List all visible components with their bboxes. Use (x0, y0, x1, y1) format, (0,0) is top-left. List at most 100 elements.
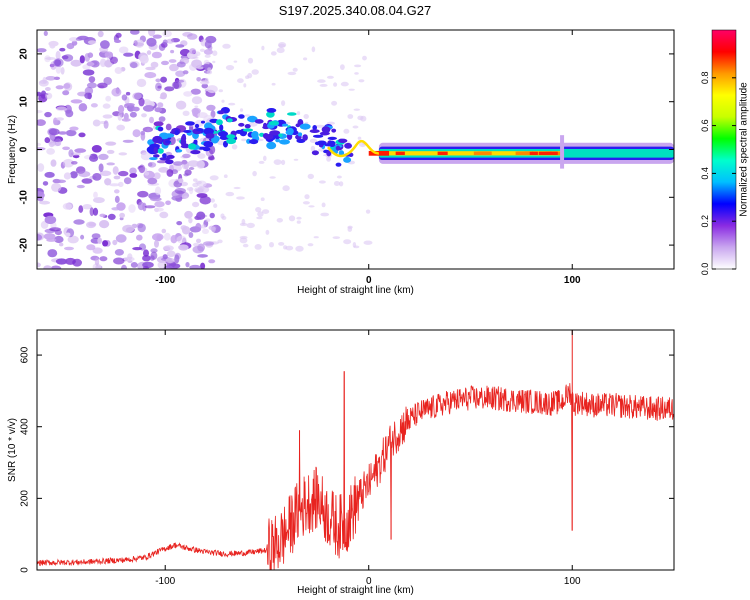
signal-blob (226, 118, 233, 123)
noise-blob (93, 191, 98, 199)
faint-blob (320, 212, 330, 217)
noise-blob (114, 249, 124, 256)
faint-blob (315, 124, 325, 128)
noise-blob (188, 232, 194, 238)
carrier-peak (437, 151, 448, 155)
noise-blob (73, 219, 85, 225)
noise-blob (147, 162, 157, 168)
faint-blob (236, 196, 245, 200)
noise-blob (160, 76, 168, 83)
noise-blob (65, 129, 77, 137)
noise-blob (143, 249, 149, 257)
noise-blob (105, 95, 112, 102)
noise-blob (86, 82, 97, 89)
faint-blob (192, 56, 199, 59)
noise-blob (197, 243, 206, 252)
noise-blob (170, 235, 178, 244)
faint-blob (255, 207, 262, 213)
noise-blob (67, 235, 79, 244)
faint-blob (288, 215, 296, 222)
faint-blob (357, 136, 362, 140)
signal-blob (266, 108, 277, 113)
noise-blob (90, 103, 98, 108)
noise-blob (93, 197, 105, 204)
noise-blob (59, 47, 66, 52)
colorbar-tick-label: 0.4 (700, 167, 710, 180)
noise-blob (88, 76, 96, 83)
noise-blob (58, 131, 68, 135)
faint-blob (239, 108, 244, 112)
faint-blob (210, 198, 215, 203)
signal-blob (238, 114, 245, 119)
faint-blob (193, 242, 200, 247)
noise-blob (146, 37, 157, 47)
faint-blob (282, 185, 290, 192)
signal-blob (215, 119, 223, 126)
faint-blob (285, 245, 294, 251)
colorbar-tick-label: 0.8 (700, 72, 710, 85)
noise-blob (163, 265, 174, 269)
faint-blob (222, 43, 231, 49)
noise-blob (173, 161, 184, 166)
faint-blob (233, 60, 238, 63)
faint-blob (247, 57, 254, 64)
noise-blob (200, 262, 206, 269)
y-tick-label: 0 (20, 567, 31, 573)
noise-blob (99, 220, 110, 229)
faint-blob (204, 54, 211, 58)
noise-blob (189, 48, 197, 55)
signal-blob (174, 130, 180, 135)
noise-blob (91, 145, 102, 153)
signal-blob (165, 140, 171, 144)
signal-blob (188, 143, 197, 150)
noise-blob (89, 207, 95, 217)
colorbar-label: Normalized spectral amplitude (739, 82, 750, 217)
noise-blob (164, 86, 175, 92)
signal-blob (338, 138, 348, 143)
noise-blob (188, 167, 195, 170)
faint-blob (326, 156, 331, 162)
faint-blob (308, 205, 315, 208)
signal-blob (157, 126, 164, 132)
noise-blob (103, 77, 112, 85)
noise-blob (92, 119, 101, 127)
noise-blob (165, 123, 172, 131)
noise-blob (184, 210, 193, 219)
noise-blob (189, 264, 201, 269)
signal-blob (202, 146, 211, 152)
noise-blob (114, 189, 120, 194)
noise-blob (169, 63, 179, 72)
noise-blob (59, 242, 64, 247)
noise-blob (118, 152, 128, 156)
noise-blob (118, 46, 129, 54)
faint-blob (269, 176, 276, 179)
noise-blob (132, 106, 140, 112)
noise-blob (191, 59, 203, 68)
faint-blob (317, 79, 326, 83)
signal-blob (235, 129, 244, 134)
noise-blob (195, 222, 202, 232)
faint-blob (318, 180, 326, 184)
noise-blob (92, 263, 102, 269)
noise-blob (175, 44, 185, 48)
signal-blob (247, 115, 258, 123)
faint-blob (186, 187, 194, 191)
faint-blob (352, 242, 357, 248)
colorbar-tick-label: 0.2 (700, 215, 710, 228)
noise-blob (178, 244, 189, 251)
noise-blob (86, 62, 95, 67)
faint-blob (326, 121, 335, 125)
faint-blob (363, 240, 373, 245)
faint-blob (241, 138, 247, 142)
noise-blob (118, 105, 125, 114)
noise-blob (154, 186, 162, 196)
signal-blob (299, 123, 311, 130)
noise-blob (130, 262, 138, 268)
noise-blob (48, 40, 59, 47)
noise-blob (197, 112, 208, 119)
noise-blob (197, 254, 209, 258)
faint-blob (269, 242, 274, 248)
noise-blob (98, 153, 109, 160)
noise-blob (37, 110, 43, 114)
noise-blob (136, 78, 147, 88)
